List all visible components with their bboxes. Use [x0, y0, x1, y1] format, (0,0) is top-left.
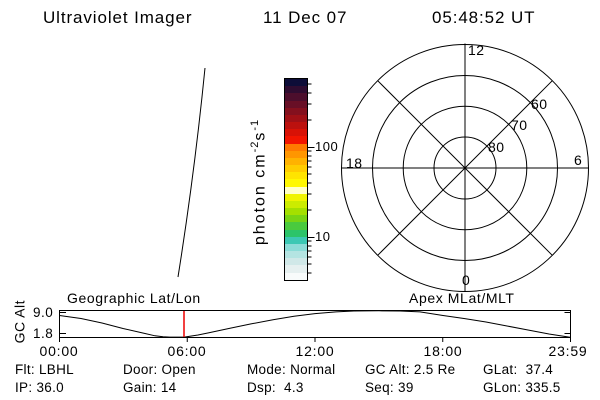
colorbar-band	[285, 251, 307, 259]
colorbar-band	[285, 114, 307, 123]
altitude-curve	[59, 310, 571, 338]
colorbar-band	[285, 215, 307, 223]
unit-text: photon cm	[251, 152, 269, 246]
xtick-label-1200: 12:00	[295, 343, 335, 359]
colorbar-band	[285, 208, 307, 216]
colorbar-band	[285, 229, 307, 237]
colorbar-band	[285, 122, 307, 130]
xtick-label-1800: 18:00	[423, 343, 463, 359]
page-title: Ultraviolet Imager	[43, 8, 193, 27]
colorbar-band	[285, 107, 307, 115]
colorbar-tick-label-100: 100	[315, 139, 339, 154]
status-glat: GLat: 37.4	[483, 362, 554, 377]
colorbar-unit-label: photon cm-2s-1	[249, 99, 269, 265]
colorbar-band	[285, 236, 307, 244]
polar-grid	[341, 43, 589, 292]
status-seq: Seq: 39	[365, 380, 414, 395]
status-gain: Gain: 14	[123, 380, 177, 395]
ground-track-line	[177, 67, 206, 278]
header-date: 11 Dec 07	[263, 8, 348, 27]
status-ip: IP: 36.0	[15, 380, 64, 395]
polar-hour-label-0: 0	[462, 272, 471, 288]
header-time: 05:48:52 UT	[432, 8, 536, 27]
colorbar-band	[285, 272, 307, 280]
status-door: Door: Open	[123, 362, 196, 377]
colorbar-band	[285, 243, 307, 252]
colorbar-band	[285, 129, 307, 137]
polar-hour-label-12: 12	[468, 42, 485, 58]
status-dsp: Dsp: 4.3	[247, 380, 304, 395]
colorbar-band	[285, 79, 307, 87]
apex-panel-label: Apex MLat/MLT	[409, 290, 515, 306]
polar-spoke-nw-se	[377, 80, 553, 256]
polar-lat-label-80: 80	[488, 139, 505, 155]
polar-lat-label-60: 60	[531, 96, 548, 112]
polar-lat-label-70: 70	[511, 117, 528, 133]
colorbar-band	[285, 100, 307, 108]
unit-text: s	[251, 130, 269, 141]
alt-ytick-top: 9.0	[33, 305, 54, 320]
polar-hour-label-18: 18	[346, 155, 363, 171]
colorbar-band	[285, 265, 307, 273]
colorbar-band	[285, 165, 307, 173]
unit-exponent: -2	[249, 140, 262, 153]
colorbar-band	[285, 143, 307, 151]
colorbar-band	[285, 200, 307, 209]
alt-ytick-bottom: 1.8	[33, 326, 54, 341]
colorbar-band	[285, 186, 307, 194]
colorbar-band	[285, 193, 307, 201]
unit-exponent: -1	[249, 118, 262, 131]
xtick-label-2359: 23:59	[548, 343, 588, 359]
geo-panel-label: Geographic Lat/Lon	[67, 290, 201, 306]
colorbar-ticks	[308, 83, 315, 274]
colorbar-band	[285, 86, 307, 94]
colorbar-tick-label-10: 10	[315, 229, 331, 244]
status-mode: Mode: Normal	[247, 362, 336, 377]
status-gcalt: GC Alt: 2.5 Re	[365, 362, 456, 377]
colorbar-band	[285, 172, 307, 180]
colorbar	[284, 78, 308, 281]
polar-hour-label-6: 6	[574, 152, 583, 168]
xtick-label-0000: 00:00	[39, 343, 79, 359]
xtick-label-0600: 06:00	[167, 343, 207, 359]
colorbar-band	[285, 157, 307, 166]
colorbar-band	[285, 150, 307, 158]
alt-plot-frame	[59, 310, 571, 342]
colorbar-band	[285, 93, 307, 101]
status-glon: GLon: 335.5	[483, 380, 561, 395]
colorbar-band	[285, 222, 307, 230]
alt-plot-ylabel: GC Alt	[11, 299, 28, 344]
colorbar-band	[285, 179, 307, 187]
status-flt: Flt: LBHL	[15, 362, 74, 377]
colorbar-band	[285, 136, 307, 144]
colorbar-band	[285, 258, 307, 266]
